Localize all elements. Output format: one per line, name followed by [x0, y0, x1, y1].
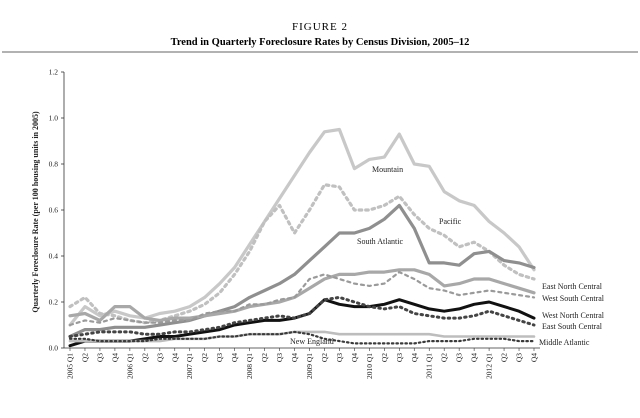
- series-line-south-atlantic: [68, 203, 536, 339]
- chart-title: Trend in Quarterly Foreclosure Rates by …: [171, 37, 470, 48]
- series-line-mountain: [68, 127, 536, 327]
- x-tick-label: 2010 Q1: [365, 353, 374, 379]
- x-tick-label: Q4: [290, 353, 299, 362]
- x-tick-label: Q4: [170, 353, 179, 362]
- series-label-east-south-central: East South Central: [542, 322, 603, 331]
- x-tick-label: Q4: [110, 353, 119, 362]
- x-tick-label: 2007 Q1: [185, 353, 194, 379]
- series-line-west-south-central: [68, 271, 536, 327]
- x-tick-label: 2005 Q1: [66, 353, 75, 379]
- x-tick-label: Q4: [410, 353, 419, 362]
- x-tick-label: Q2: [380, 353, 389, 362]
- y-tick-label: 1.2: [49, 68, 59, 77]
- x-tick-label: Q2: [500, 353, 509, 362]
- x-tick-label: Q4: [230, 353, 239, 362]
- x-tick-label: Q3: [155, 353, 164, 362]
- figure-label: FIGURE 2: [292, 21, 348, 33]
- x-tick-label: Q3: [395, 353, 404, 362]
- x-tick-label: Q3: [215, 353, 224, 362]
- x-tick-label: 2011 Q1: [425, 353, 434, 379]
- x-tick-label: Q2: [260, 353, 269, 362]
- series-label-south-atlantic: South Atlantic: [357, 237, 403, 246]
- x-tick-label: 2009 Q1: [305, 353, 314, 379]
- y-tick-label: 0.4: [49, 252, 59, 261]
- series-lines: [68, 127, 536, 348]
- y-tick-label: 0.6: [49, 206, 59, 215]
- y-tick-label: 0.0: [49, 344, 59, 353]
- y-axis-label: Quarterly Foreclosure Rate (per 100 hous…: [31, 111, 40, 313]
- series-label-middle-atlantic: Middle Atlantic: [539, 338, 590, 347]
- x-tick-label: Q4: [350, 353, 359, 362]
- series-label-new-england: New England: [290, 337, 334, 346]
- axes: 0.0 0.2 0.4 0.6 0.8 1.0 1.2 2005 Q1 Q2 Q3 Q4 2006 Q…: [49, 68, 540, 379]
- series-labels: Mountain Pacific South Atlantic New England…: [290, 165, 605, 347]
- x-tick-label: Q3: [515, 353, 524, 362]
- x-tick-label: Q3: [335, 353, 344, 362]
- series-label-west-south-central: West South Central: [542, 294, 605, 303]
- x-tick-label: Q2: [80, 353, 89, 362]
- x-tick-label: 2008 Q1: [245, 353, 254, 379]
- x-tick-label: Q3: [275, 353, 284, 362]
- y-tick-label: 0.8: [49, 160, 59, 169]
- series-label-pacific: Pacific: [439, 217, 462, 226]
- x-tick-label: Q3: [95, 353, 104, 362]
- x-tick-label: Q3: [455, 353, 464, 362]
- x-tick-label: Q2: [320, 353, 329, 362]
- x-tick-label: Q4: [530, 353, 539, 362]
- series-line-pacific: [68, 183, 536, 325]
- x-tick-label: Q2: [440, 353, 449, 362]
- series-line-west-north-central: [68, 298, 536, 348]
- series-line-new-england: [68, 330, 536, 345]
- x-tick-label: Q2: [200, 353, 209, 362]
- x-tick-label: 2012 Q1: [485, 353, 494, 379]
- x-tick-label: 2006 Q1: [125, 353, 134, 379]
- series-label-mountain: Mountain: [372, 165, 403, 174]
- series-label-east-north-central: East North Central: [542, 282, 603, 291]
- x-tick-label: Q2: [140, 353, 149, 362]
- y-tick-label: 0.2: [49, 298, 59, 307]
- series-line-east-north-central: [68, 268, 536, 322]
- series-line-east-south-central: [68, 295, 536, 338]
- series-label-west-north-central: West North Central: [542, 311, 605, 320]
- y-tick-label: 1.0: [49, 114, 59, 123]
- x-tick-label: Q4: [470, 353, 479, 362]
